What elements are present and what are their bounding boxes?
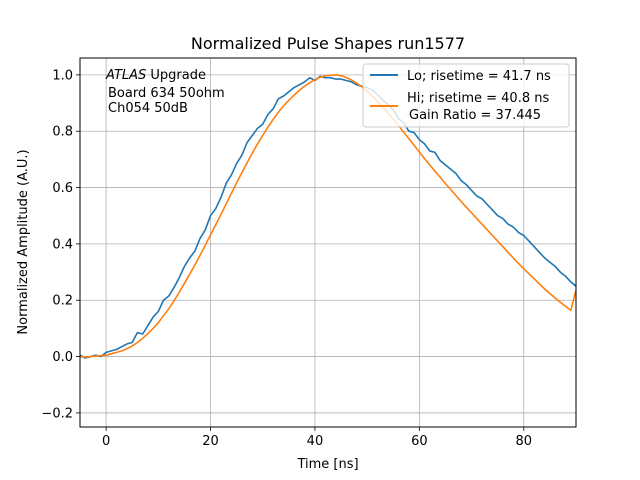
- annotation-line-3: Ch054 50dB: [108, 101, 188, 116]
- legend: Lo; risetime = 41.7 ns Hi; risetime = 40…: [362, 63, 570, 128]
- annotation-atlas: ATLAS: [105, 68, 146, 83]
- x-axis-ticks: 0 20 40 60 80: [102, 427, 532, 449]
- y-tick-label: 0.8: [52, 125, 73, 140]
- series-lines: [80, 74, 576, 359]
- legend-label-lo: Lo; risetime = 41.7 ns: [407, 69, 551, 84]
- legend-label-hi-line: Gain Ratio = 37.445: [409, 108, 541, 123]
- y-axis-ticks: −0.2 0.0 0.2 0.4 0.6 0.8 1.0: [41, 68, 80, 421]
- y-tick-label: −0.2: [41, 406, 73, 421]
- annotation-line-2: Board 634 50ohm: [108, 86, 225, 101]
- y-tick-label: 1.0: [52, 68, 73, 83]
- series-line-hi: [80, 74, 576, 358]
- x-tick-label: 0: [102, 434, 110, 449]
- y-axis-label: Normalized Amplitude (A.U.): [16, 149, 31, 334]
- x-tick-label: 60: [411, 434, 428, 449]
- annotation-upgrade: Upgrade: [146, 68, 206, 83]
- y-tick-label: 0.2: [52, 294, 73, 309]
- y-tick-label: 0.4: [52, 237, 73, 252]
- legend-label-hi-line: Hi; risetime = 40.8 ns: [407, 91, 549, 106]
- plot-annotation: ATLAS Upgrade Board 634 50ohm Ch054 50dB: [105, 68, 225, 116]
- chart-title: Normalized Pulse Shapes run1577: [191, 34, 465, 53]
- x-tick-label: 80: [516, 434, 533, 449]
- legend-label-hi: Hi; risetime = 40.8 ns Gain Ratio = 37.44…: [407, 91, 549, 123]
- y-tick-label: 0.6: [52, 181, 73, 196]
- x-tick-label: 40: [307, 434, 324, 449]
- series-line-lo: [80, 75, 576, 359]
- plot-frame: [79, 57, 577, 428]
- annotation-line-1: ATLAS Upgrade: [105, 68, 206, 83]
- x-tick-label: 20: [202, 434, 219, 449]
- legend-box: [362, 63, 570, 128]
- y-tick-label: 0.0: [52, 350, 73, 365]
- grid-lines: [80, 58, 576, 427]
- x-axis-label: Time [ns]: [296, 457, 358, 472]
